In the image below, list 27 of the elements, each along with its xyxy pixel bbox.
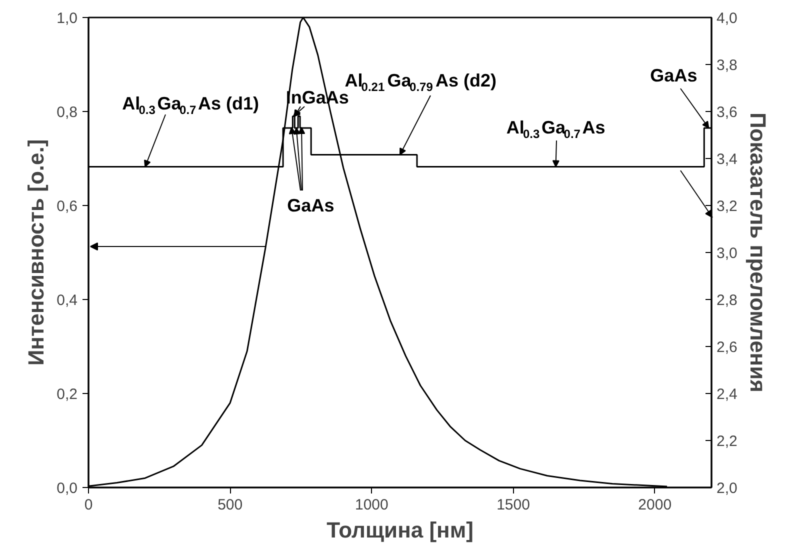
y2-tick-label: 4,0 xyxy=(716,10,738,27)
x-axis-title: Толщина [нм] xyxy=(326,518,474,542)
y2-tick-label: 3,4 xyxy=(716,151,738,168)
y2-tick-label: 2,2 xyxy=(716,433,738,450)
y2-tick-label: 2,0 xyxy=(716,480,738,497)
y-tick-label: 0,2 xyxy=(56,386,78,403)
annotation: GaAs xyxy=(287,196,334,216)
x-tick-label: 0 xyxy=(84,496,93,514)
y-tick-label: 0,0 xyxy=(56,480,78,497)
y2-tick-label: 2,8 xyxy=(716,292,738,309)
y2-tick-label: 2,6 xyxy=(716,339,738,356)
y2-tick-label: 3,2 xyxy=(716,198,738,215)
y-tick-label: 0,8 xyxy=(56,104,78,121)
y-axis-title: Интенсивность [о.е.] xyxy=(24,139,49,366)
y2-tick-label: 3,6 xyxy=(716,104,738,121)
y2-tick-label: 3,0 xyxy=(716,245,738,262)
y-tick-label: 1,0 xyxy=(56,10,78,27)
y2-axis-title: Показатель преломления xyxy=(745,112,770,392)
y-tick-label: 0,4 xyxy=(56,292,78,309)
y2-tick-label: 3,8 xyxy=(716,57,738,74)
x-tick-label: 1500 xyxy=(496,496,530,514)
x-tick-label: 2000 xyxy=(638,496,672,514)
y2-tick-label: 2,4 xyxy=(716,386,738,403)
x-tick-label: 500 xyxy=(218,496,243,514)
x-tick-label: 1000 xyxy=(354,496,388,514)
annotation: GaAs xyxy=(650,66,698,86)
y-tick-label: 0,6 xyxy=(56,198,78,215)
